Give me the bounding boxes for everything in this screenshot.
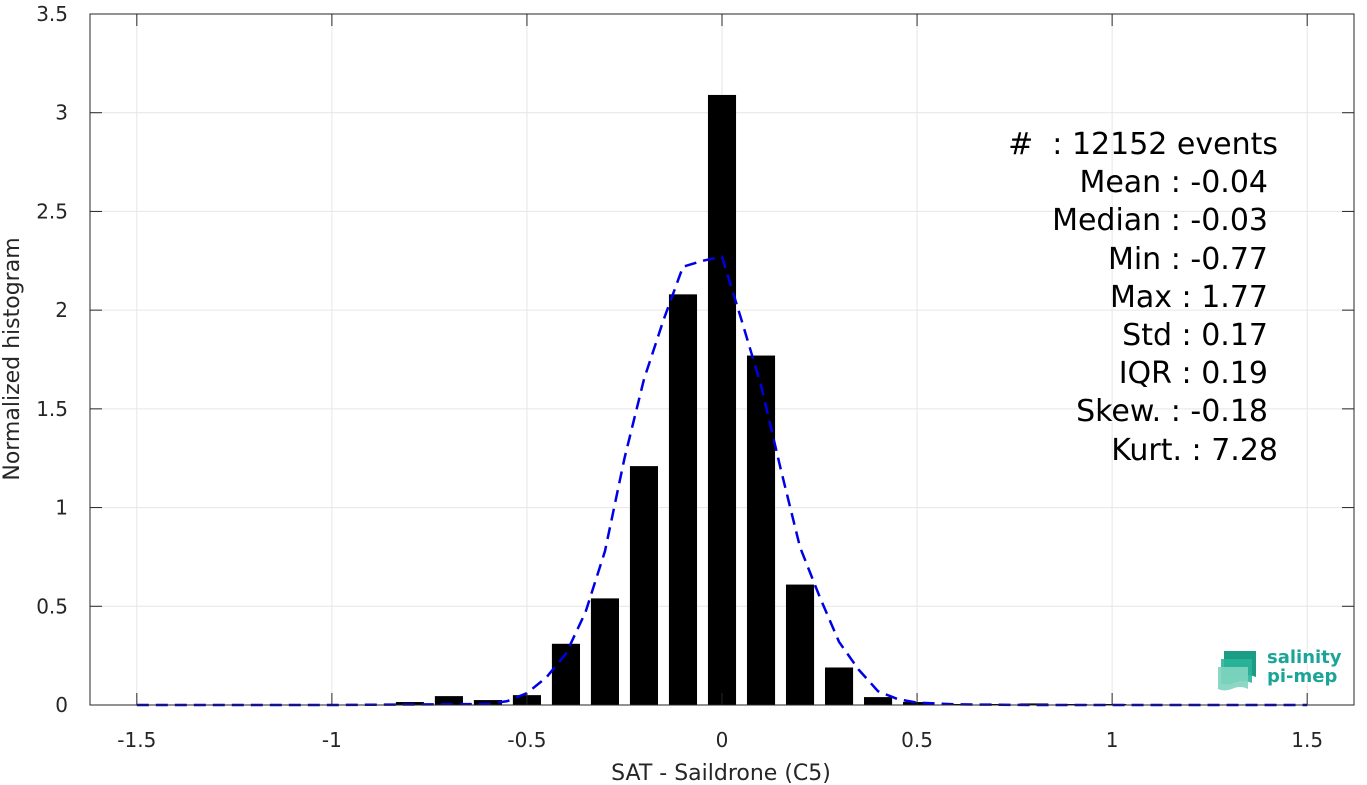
histogram-bar [746, 355, 776, 705]
x-axis-ticks: -1.5 -1 -0.5 0 0.5 1 1.5 [117, 14, 1323, 752]
stat-min: Min : -0.77 [1107, 241, 1268, 277]
x-tick-label: 1 [1106, 728, 1119, 752]
y-tick-label: 3 [55, 101, 68, 125]
histogram-bar [590, 598, 620, 705]
histogram-bar [473, 700, 502, 705]
x-tick-label: 0 [716, 728, 729, 752]
y-axis-ticks: 0 0.5 1 1.5 2 2.5 3 3.5 [36, 2, 1354, 717]
histogram-bar [785, 584, 815, 705]
wave-layers-icon [1218, 651, 1256, 691]
stat-std: Std : 0.17 [1122, 318, 1268, 354]
fit-curve [136, 255, 1308, 707]
y-tick-label: 3.5 [36, 2, 68, 26]
logo-line-2: pi-mep [1267, 666, 1338, 687]
y-axis-label: Normalized histogram [0, 237, 25, 480]
histogram-bar [434, 696, 463, 705]
histogram-bar [824, 667, 854, 705]
histogram-bar [864, 697, 893, 705]
stat-events: # : 12152 events [1008, 127, 1278, 162]
y-tick-label: 2.5 [36, 199, 68, 223]
x-axis-label: SAT - Saildrone (C5) [611, 761, 831, 785]
histogram-bars [395, 94, 1127, 705]
x-tick-label: 0.5 [901, 728, 933, 752]
statistics-box: # : 12152 events Mean : -0.04 Median : -… [1008, 126, 1278, 470]
y-tick-label: 0 [55, 693, 68, 717]
histogram-bar [629, 466, 659, 705]
x-tick-label: -1 [322, 728, 342, 752]
logo-line-1: salinity [1267, 647, 1342, 668]
stat-iqr: IQR : 0.19 [1118, 356, 1268, 392]
y-tick-label: 1 [55, 496, 68, 520]
x-tick-label: -1.5 [117, 728, 156, 752]
stat-max: Max : 1.77 [1110, 279, 1268, 315]
y-tick-label: 1.5 [36, 397, 68, 421]
x-tick-label: 1.5 [1291, 728, 1323, 752]
histogram-bar [668, 294, 698, 705]
stat-skew: Skew. : -0.18 [1076, 394, 1268, 430]
y-tick-label: 2 [55, 298, 68, 322]
y-tick-label: 0.5 [36, 594, 68, 618]
stat-mean: Mean : -0.04 [1079, 165, 1268, 201]
histogram-bar [707, 94, 737, 705]
stat-median: Median : -0.03 [1052, 203, 1268, 239]
salinity-pimep-logo: salinity pi-mep [1216, 647, 1346, 695]
x-tick-label: -0.5 [507, 728, 546, 752]
stat-kurt: Kurt. : 7.28 [1111, 432, 1278, 468]
histogram-bar [1020, 703, 1049, 705]
